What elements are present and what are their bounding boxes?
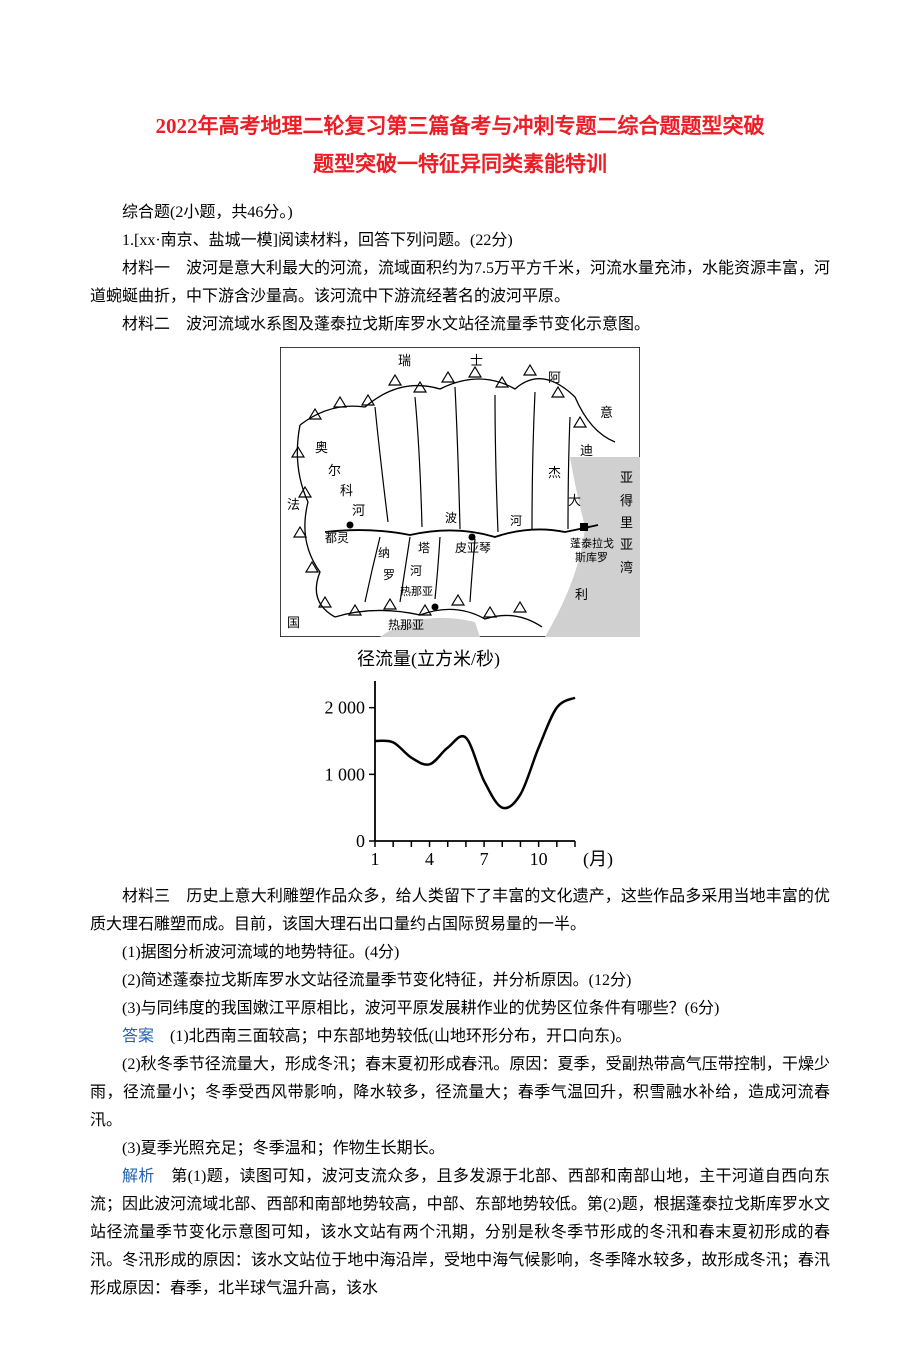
svg-text:利: 利 <box>575 587 588 602</box>
svg-text:皮亚琴: 皮亚琴 <box>455 541 491 555</box>
analysis-label: 解析 <box>122 1168 155 1185</box>
svg-text:(月): (月) <box>583 849 613 870</box>
svg-text:径流量(立方米/秒): 径流量(立方米/秒) <box>357 649 500 670</box>
svg-text:1: 1 <box>371 849 380 869</box>
river-basin-map: 瑞士阿意迪杰法奥尔科河大亚得里亚湾利国都灵纳罗塔波皮亚琴河河热那亚热那亚蓬泰拉戈… <box>280 347 640 637</box>
svg-text:大: 大 <box>568 493 581 508</box>
svg-text:2 000: 2 000 <box>325 698 366 718</box>
analysis-text: 第(1)题，读图可知，波河支流众多，且多发源于北部、西部和南部山地，主干河道自西… <box>90 1168 830 1297</box>
svg-text:热那亚: 热那亚 <box>388 618 424 632</box>
svg-text:河: 河 <box>410 564 422 578</box>
svg-text:尔: 尔 <box>328 463 341 478</box>
svg-text:阿: 阿 <box>548 370 561 385</box>
svg-text:意: 意 <box>600 405 613 420</box>
svg-text:纳: 纳 <box>378 546 390 560</box>
svg-text:里: 里 <box>620 515 633 530</box>
svg-text:得: 得 <box>620 493 633 508</box>
runoff-chart: 径流量(立方米/秒) 0 1 000 2 000 1 4 7 10 (月) <box>300 645 620 875</box>
svg-text:湾: 湾 <box>620 560 633 575</box>
title-sub: 题型突破一特征异同类素能特训 <box>90 148 830 182</box>
svg-text:都灵: 都灵 <box>325 531 349 545</box>
svg-text:10: 10 <box>530 849 548 869</box>
svg-text:河: 河 <box>352 503 365 518</box>
q1-answer3: (3)夏季光照充足；冬季温和；作物生长期长。 <box>90 1135 830 1163</box>
q1-sub2: (2)简述蓬泰拉戈斯库罗水文站径流量季节变化特征，并分析原因。(12分) <box>90 967 830 995</box>
q1-sub3: (3)与同纬度的我国嫩江平原相比，波河平原发展耕作业的优势区位条件有哪些？(6分… <box>90 995 830 1023</box>
intro-text: 综合题(2小题，共46分。) <box>90 199 830 227</box>
answer-label: 答案 <box>122 1028 154 1045</box>
svg-text:亚: 亚 <box>620 470 633 485</box>
q1-stem: 1.[xx·南京、盐城一模]阅读材料，回答下列问题。(22分) <box>90 227 830 255</box>
svg-text:河: 河 <box>510 514 522 528</box>
q1-sub1: (1)据图分析波河流域的地势特征。(4分) <box>90 939 830 967</box>
svg-text:塔: 塔 <box>418 541 430 555</box>
svg-text:罗: 罗 <box>383 568 395 582</box>
svg-text:波: 波 <box>445 511 457 525</box>
q1-material2: 材料二 波河流域水系图及蓬泰拉戈斯库罗水文站径流量季节变化示意图。 <box>90 311 830 339</box>
svg-text:4: 4 <box>425 849 434 869</box>
chart-figure: 径流量(立方米/秒) 0 1 000 2 000 1 4 7 10 (月) <box>90 645 830 875</box>
svg-text:奥: 奥 <box>315 440 328 455</box>
svg-text:0: 0 <box>356 831 365 851</box>
q1-material1: 材料一 波河是意大利最大的河流，流域面积约为7.5万平方千米，河流水量充沛，水能… <box>90 255 830 311</box>
svg-text:国: 国 <box>287 615 300 630</box>
svg-text:斯库罗: 斯库罗 <box>575 551 608 564</box>
svg-text:迪: 迪 <box>580 443 593 458</box>
q1-answer2: (2)秋冬季节径流量大，形成冬汛；春末夏初形成春汛。原因：夏季，受副热带高气压带… <box>90 1051 830 1135</box>
svg-text:蓬泰拉戈: 蓬泰拉戈 <box>570 536 614 550</box>
title-main: 2022年高考地理二轮复习第三篇备考与冲刺专题二综合题题型突破 <box>90 110 830 144</box>
svg-text:7: 7 <box>480 849 489 869</box>
q1-analysis: 解析 第(1)题，读图可知，波河支流众多，且多发源于北部、西部和南部山地，主干河… <box>90 1163 830 1303</box>
q1-material3: 材料三 历史上意大利雕塑作品众多，给人类留下了丰富的文化遗产，这些作品多采用当地… <box>90 883 830 939</box>
document-page: 2022年高考地理二轮复习第三篇备考与冲刺专题二综合题题型突破 题型突破一特征异… <box>0 0 920 1363</box>
svg-text:1 000: 1 000 <box>325 765 366 785</box>
ans1-text: (1)北西南三面较高；中东部地势较低(山地环形分布，开口向东)。 <box>154 1028 631 1045</box>
map-figure: 瑞士阿意迪杰法奥尔科河大亚得里亚湾利国都灵纳罗塔波皮亚琴河河热那亚热那亚蓬泰拉戈… <box>90 347 830 637</box>
svg-text:士: 士 <box>470 353 483 368</box>
svg-text:杰: 杰 <box>548 465 561 480</box>
svg-text:热那亚: 热那亚 <box>400 585 433 598</box>
svg-text:瑞: 瑞 <box>398 353 411 368</box>
q1-answer1: 答案 (1)北西南三面较高；中东部地势较低(山地环形分布，开口向东)。 <box>90 1023 830 1051</box>
svg-text:亚: 亚 <box>620 537 633 552</box>
svg-text:法: 法 <box>287 497 300 512</box>
svg-text:科: 科 <box>340 483 353 498</box>
